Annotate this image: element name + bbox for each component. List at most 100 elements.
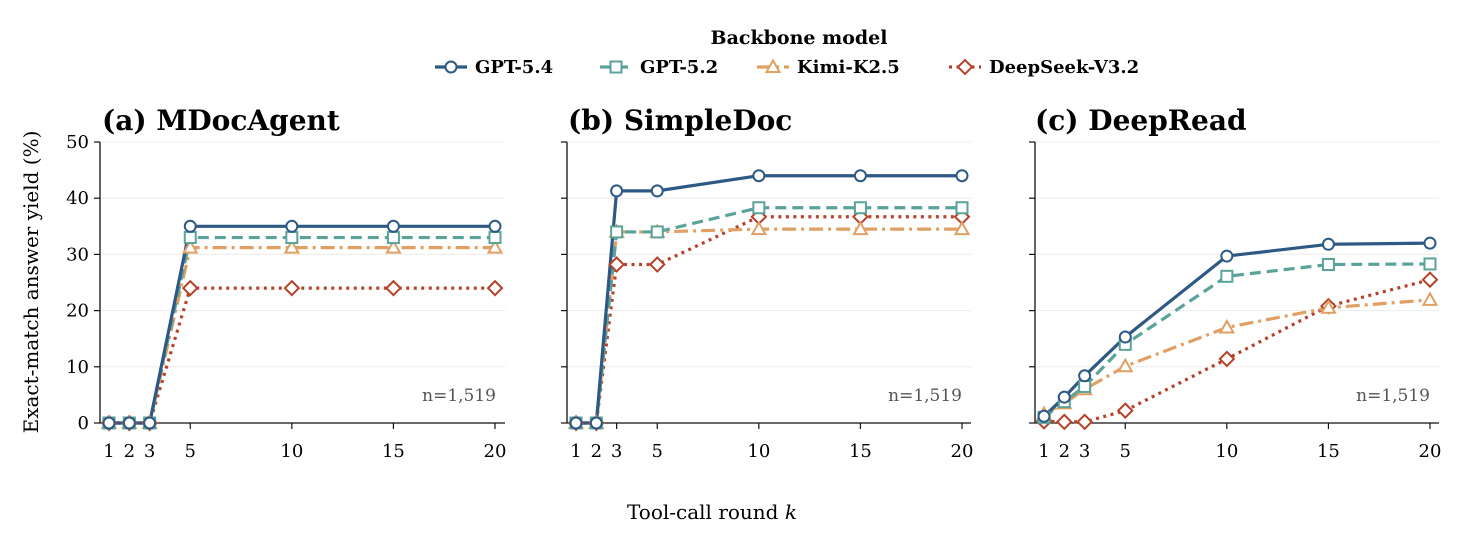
legend-title: Backbone model [711, 27, 888, 49]
legend-diamond-marker [956, 58, 974, 76]
y-axis-label: Exact-match answer yield (%) [19, 131, 43, 434]
sample-size-annotation: n=1,519 [888, 386, 962, 406]
x-tick-label: 2 [124, 441, 135, 462]
panel-deepread: (c) DeepRead 1 2 3 5 10 15 20 n=1,519 [1029, 104, 1441, 462]
legend-label: GPT-5.4 [475, 57, 553, 78]
y-tick-label: 30 [66, 244, 89, 265]
data-point [608, 256, 626, 273]
data-point [1220, 249, 1234, 263]
panel-title: (a) MDocAgent [102, 104, 340, 137]
legend-square-marker [609, 60, 623, 74]
data-point [285, 231, 299, 245]
data-point [1320, 299, 1337, 314]
data-point [569, 416, 583, 430]
x-tick-label: 2 [591, 441, 602, 462]
sample-size-annotation: n=1,519 [422, 386, 496, 406]
x-tick-label: 2 [1059, 441, 1070, 462]
legend-entry: DeepSeek-V3.2 [949, 57, 1139, 78]
data-point [143, 416, 157, 430]
legend-entry: GPT-5.2 [600, 57, 718, 78]
data-point [385, 239, 402, 254]
data-point [955, 169, 969, 183]
y-tick-label: 40 [66, 188, 89, 209]
data-point [182, 239, 199, 254]
data-point [385, 279, 402, 297]
data-point [610, 184, 624, 198]
panel-mdocagent: (a) MDocAgent 0 10 20 30 40 50 1 2 3 5 10 15 20 n=1,5… [66, 104, 506, 462]
data-point [1421, 271, 1439, 289]
x-tick-label: 20 [484, 441, 507, 462]
data-point [853, 201, 867, 215]
x-tick-label: 10 [747, 441, 770, 462]
data-point [486, 239, 504, 254]
y-tick-label: 0 [78, 413, 89, 434]
data-point [852, 220, 869, 236]
data-point [1117, 357, 1134, 373]
y-tick-label: 50 [66, 132, 89, 153]
x-tick-label: 3 [144, 441, 155, 462]
data-point [183, 231, 197, 245]
x-axis-label: Tool-call round k [627, 500, 797, 524]
data-point [1037, 409, 1051, 423]
legend-entries: GPT-5.4 GPT-5.2 Kimi-K2.5 DeepSeek-V3.2 [435, 57, 1139, 78]
data-point [752, 169, 766, 183]
x-tick-label: 1 [103, 441, 114, 462]
y-tick-label: 20 [66, 301, 89, 322]
x-tick-label: 15 [382, 441, 405, 462]
data-point [610, 225, 624, 239]
data-point [953, 220, 971, 236]
data-point [1078, 379, 1092, 393]
data-point [1321, 237, 1335, 251]
x-tick-label: 10 [280, 441, 303, 462]
data-point [181, 279, 199, 297]
x-tick-label: 5 [1120, 441, 1131, 462]
legend-label: DeepSeek-V3.2 [989, 57, 1139, 78]
data-point [1218, 318, 1236, 334]
legend-triangle-marker [764, 58, 782, 73]
data-point [1423, 236, 1437, 250]
legend-entry: Kimi-K2.5 [757, 57, 900, 78]
data-point [650, 225, 664, 239]
x-tick-label: 20 [951, 441, 974, 462]
data-point [752, 201, 766, 215]
sample-size-annotation: n=1,519 [1356, 386, 1430, 406]
panel-title: (c) DeepRead [1035, 104, 1247, 137]
data-point [1421, 291, 1439, 306]
data-point [1220, 269, 1234, 283]
data-point [1218, 350, 1236, 368]
data-point [283, 239, 301, 254]
x-tick-label: 1 [570, 441, 581, 462]
y-tick-label: 10 [66, 357, 89, 378]
data-point [650, 184, 664, 198]
data-point [853, 169, 867, 183]
legend-entry: GPT-5.4 [435, 57, 553, 78]
legend-label: Kimi-K2.5 [797, 57, 900, 78]
x-tick-label: 1 [1038, 441, 1049, 462]
data-point [386, 231, 400, 245]
data-point [648, 256, 666, 273]
data-point [285, 219, 299, 233]
data-point [488, 231, 502, 245]
data-point [183, 219, 197, 233]
x-tick-label: 5 [185, 441, 196, 462]
legend: Backbone model GPT-5.4 GPT-5.2 Kimi-K2.5 De… [435, 27, 1139, 78]
data-point [122, 416, 136, 430]
x-tick-label: 15 [1317, 441, 1340, 462]
data-point [1076, 413, 1094, 431]
data-point [486, 279, 504, 297]
data-point [1057, 390, 1071, 404]
data-point [102, 416, 116, 430]
data-point [589, 416, 603, 430]
data-point [1423, 257, 1437, 271]
legend-label: GPT-5.2 [640, 57, 718, 78]
x-axis-label-var: k [785, 500, 797, 524]
x-tick-label: 3 [1079, 441, 1090, 462]
data-point [1055, 413, 1073, 431]
data-point [1118, 330, 1132, 344]
panel-simpledoc: (b) SimpleDoc 1 2 3 5 10 15 20 n=1,519 [561, 104, 973, 462]
data-point [1078, 369, 1092, 383]
x-tick-label: 20 [1419, 441, 1442, 462]
x-tick-label: 5 [652, 441, 663, 462]
data-point [750, 220, 768, 236]
x-axis-label-text: Tool-call round [627, 500, 779, 524]
